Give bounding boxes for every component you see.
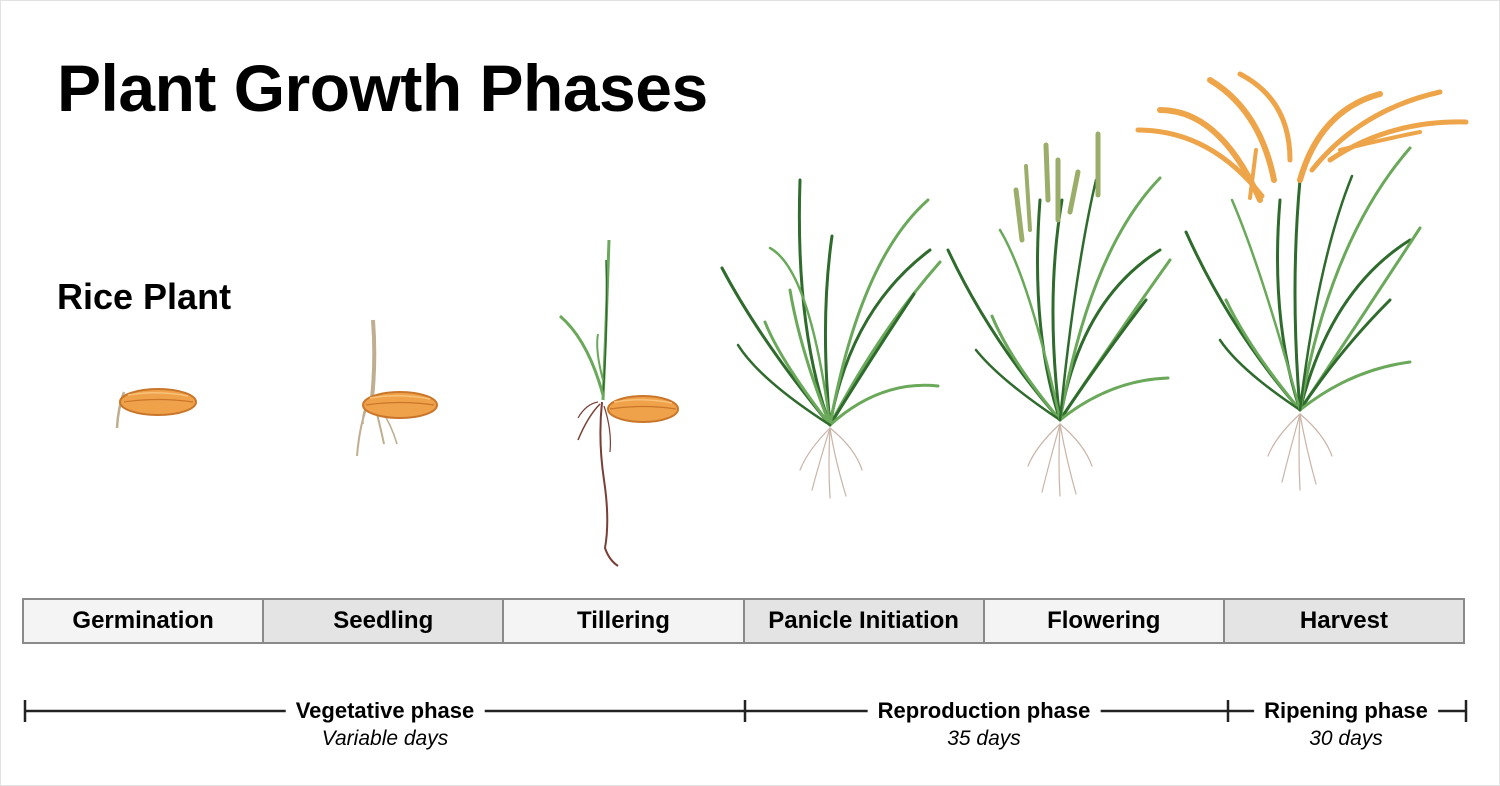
germination-seed-illustration: [115, 388, 197, 429]
flowering-illustration: [946, 131, 1172, 497]
ripening-phase-label: Ripening phase: [1254, 698, 1438, 724]
phase-timeline: [23, 700, 1468, 722]
growth-stages-bar: Germination Seedling Tillering Panicle I…: [22, 598, 1465, 644]
stage-germination: Germination: [24, 600, 265, 642]
ripening-phase-days: 30 days: [1309, 727, 1383, 750]
reproduction-phase-days: 35 days: [947, 727, 1021, 750]
stage-panicle-initiation: Panicle Initiation: [744, 600, 985, 642]
harvest-illustration: [1135, 71, 1469, 491]
tillering-illustration: [559, 239, 679, 567]
stage-seedling: Seedling: [264, 600, 505, 642]
stage-harvest: Harvest: [1224, 600, 1464, 642]
stage-tillering: Tillering: [504, 600, 745, 642]
panicle-initiation-illustration: [720, 178, 942, 499]
stage-flowering: Flowering: [984, 600, 1225, 642]
figure-title: Plant Growth Phases: [57, 51, 708, 125]
vegetative-phase-days: Variable days: [321, 727, 449, 750]
reproduction-phase-label: Reproduction phase: [867, 698, 1101, 724]
seedling-illustration: [356, 319, 438, 457]
plant-subtitle: Rice Plant: [57, 276, 232, 317]
vegetative-phase-label: Vegetative phase: [285, 698, 485, 724]
